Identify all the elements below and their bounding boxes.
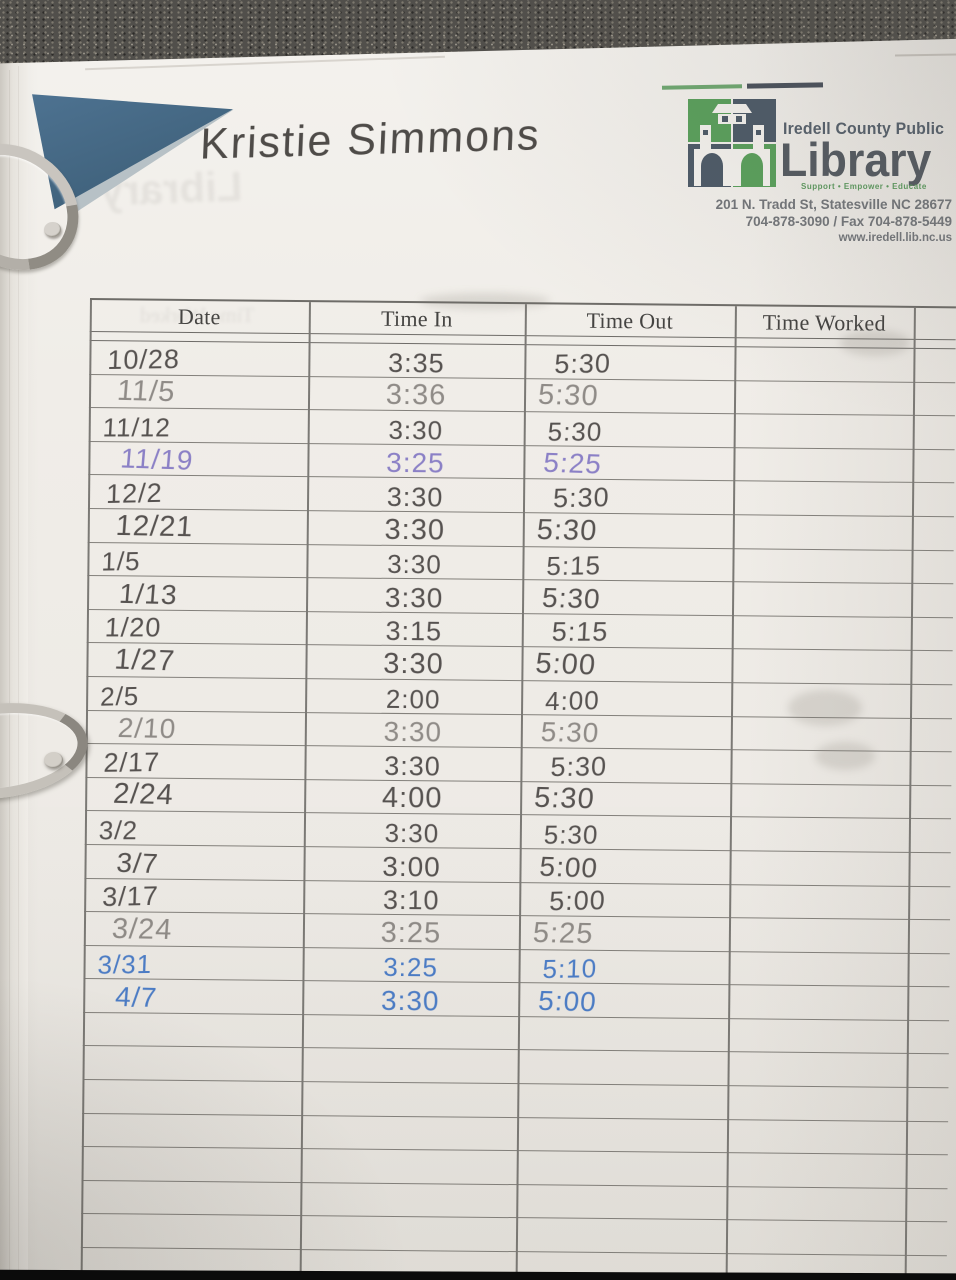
time-out-cell: 5:15 <box>545 550 602 582</box>
date-cell: 10/28 <box>106 343 181 375</box>
header-time-out: Time Out <box>586 307 674 334</box>
bleed-through-smudge <box>840 330 910 356</box>
binder-ring-end <box>44 222 61 237</box>
handwritten-name: Kristie Simmons <box>199 111 542 169</box>
time-in-cell: 3:10 <box>382 884 440 916</box>
bleed-through-smudge <box>815 742 875 770</box>
time-in-cell: 3:30 <box>384 513 446 546</box>
date-cell: 11/5 <box>115 375 177 409</box>
date-cell: 1/5 <box>100 546 142 577</box>
date-cell: 12/2 <box>105 477 164 510</box>
bottom-black-bar <box>0 1269 956 1280</box>
org-name-line1: Iredell County Public <box>783 119 945 138</box>
date-cell: 11/19 <box>119 442 195 477</box>
time-in-cell: 4:00 <box>381 782 443 815</box>
bleed-through-smudge <box>788 690 862 726</box>
time-out-cell: 5:15 <box>551 617 610 648</box>
time-in-cell: 3:25 <box>383 952 439 983</box>
time-out-cell: 5:00 <box>537 984 599 1018</box>
time-out-cell: 5:00 <box>534 647 598 682</box>
time-out-cell: 5:10 <box>542 953 598 985</box>
date-cell: 2/10 <box>116 712 178 745</box>
time-out-cell: 5:30 <box>533 782 596 816</box>
time-out-cell: 5:00 <box>538 850 600 884</box>
date-cell: 3/17 <box>101 880 160 913</box>
time-out-cell: 5:30 <box>552 482 611 514</box>
time-in-cell: 3:00 <box>382 850 441 882</box>
time-out-cell: 5:25 <box>531 916 595 950</box>
time-in-cell: 3:30 <box>386 481 444 513</box>
time-in-cell: 3:35 <box>387 347 445 379</box>
time-in-cell: 3:30 <box>383 715 443 748</box>
time-in-cell: 3:30 <box>387 549 442 580</box>
page-edge-line <box>18 66 19 1280</box>
time-out-cell: 5:30 <box>553 347 612 379</box>
time-out-cell: 5:30 <box>536 379 600 413</box>
time-in-cell: 3:30 <box>388 414 444 446</box>
time-in-cell: 3:30 <box>383 647 444 681</box>
org-address-block: 201 N. Tradd St, Statesville NC 28677 70… <box>716 196 952 247</box>
date-cell: 4/7 <box>114 980 159 1013</box>
org-phone-fax: 704-878-3090 / Fax 704-878-5449 <box>745 214 952 229</box>
time-in-cell: 3:30 <box>384 750 441 782</box>
header-date: Date <box>177 303 221 329</box>
time-in-cell: 3:36 <box>385 379 447 412</box>
time-out-cell: 5:30 <box>549 751 608 782</box>
time-in-cell: 3:25 <box>386 447 445 479</box>
time-in-cell: 2:00 <box>385 683 441 714</box>
time-out-cell: 5:30 <box>535 513 599 547</box>
org-website: www.iredell.lib.nc.us <box>838 232 952 244</box>
library-logo-icon <box>688 99 776 187</box>
date-cell: 11/12 <box>101 412 172 443</box>
time-out-cell: 5:30 <box>543 819 600 850</box>
time-in-cell: 3:25 <box>380 916 442 950</box>
header-time-in: Time In <box>380 305 453 331</box>
page-edge-line <box>9 70 10 1280</box>
time-out-cell: 5:30 <box>546 416 604 447</box>
date-cell: 3/2 <box>98 815 139 846</box>
time-in-cell: 3:30 <box>380 984 440 1017</box>
date-cell: 3/7 <box>115 846 160 879</box>
date-cell: 12/21 <box>114 509 195 543</box>
time-in-cell: 3:15 <box>385 616 443 647</box>
timesheet-table: Date Time In Time Out Time Worked 10/28 … <box>80 298 956 1280</box>
binder-page-edges <box>0 60 28 1280</box>
time-out-cell: 5:30 <box>540 581 602 615</box>
date-cell: 1/27 <box>113 643 177 678</box>
date-cell: 1/20 <box>104 612 163 643</box>
date-cell: 1/13 <box>118 577 179 611</box>
time-out-cell: 5:25 <box>542 447 604 480</box>
binder-ring-end <box>44 752 63 768</box>
org-street-address: 201 N. Tradd St, Statesville NC 28677 <box>715 197 952 212</box>
time-in-cell: 3:30 <box>384 581 444 614</box>
bleed-through-smudge <box>420 293 550 309</box>
header-time-worked: Time Worked <box>762 308 886 336</box>
time-out-cell: 5:00 <box>548 885 607 917</box>
time-out-cell: 5:30 <box>539 716 601 749</box>
date-cell: 3/24 <box>110 912 174 946</box>
org-name-line2: Library <box>780 133 932 186</box>
time-out-cell: 4:00 <box>544 684 601 716</box>
time-in-cell: 3:30 <box>384 817 440 849</box>
date-cell: 2/17 <box>103 746 161 778</box>
date-cell: 2/24 <box>112 778 175 812</box>
org-tagline: Support • Empower • Educate <box>801 182 927 191</box>
date-cell: 3/31 <box>97 949 153 981</box>
date-cell: 2/5 <box>99 680 140 712</box>
